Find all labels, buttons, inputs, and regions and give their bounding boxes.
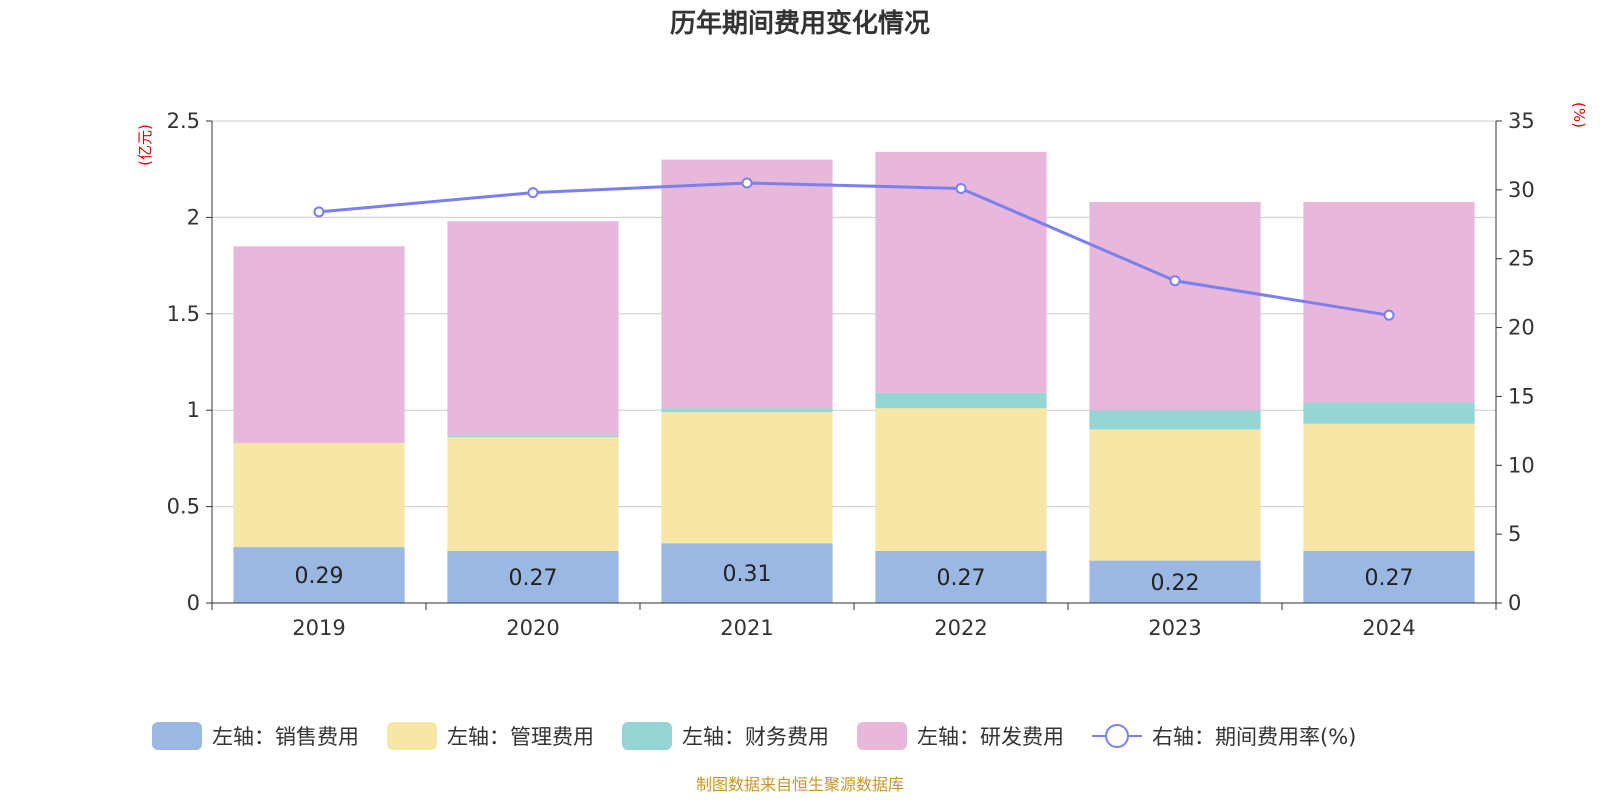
data-label: 0.29 xyxy=(295,564,344,589)
legend-label: 左轴：管理费用 xyxy=(447,725,594,749)
right-tick-label: 30 xyxy=(1508,178,1535,202)
rate-point xyxy=(527,187,539,199)
bar-segment xyxy=(661,408,833,413)
bar-segment xyxy=(1303,201,1475,403)
right-tick-label: 25 xyxy=(1508,247,1535,271)
right-tick-label: 0 xyxy=(1508,591,1521,615)
legend-swatch xyxy=(622,722,672,750)
bar-segment xyxy=(233,442,405,548)
rate-line xyxy=(318,181,1390,317)
right-tick-label: 5 xyxy=(1508,522,1521,546)
bar-segment xyxy=(1303,423,1475,551)
data-label: 0.27 xyxy=(1365,566,1414,591)
legend-swatch xyxy=(152,722,202,750)
x-tick-label: 2022 xyxy=(934,616,987,640)
rate-point xyxy=(313,206,325,218)
right-tick-label: 20 xyxy=(1508,316,1535,340)
bar-segment xyxy=(447,221,619,436)
right-tick-label: 10 xyxy=(1508,453,1535,477)
x-tick-label: 2021 xyxy=(720,616,773,640)
axes: 0 0.5 1 1.5 2 2.5 0 5 10 15 20 25 30 35 2019 2020 2021 20… xyxy=(167,109,1535,640)
chart-title: 历年期间费用变化情况 xyxy=(670,8,930,39)
bar-segment xyxy=(1089,410,1261,430)
bar-segment xyxy=(1089,560,1261,603)
data-label: 0.27 xyxy=(937,566,986,591)
left-tick-label: 2 xyxy=(187,205,200,229)
left-tick-label: 1.5 xyxy=(167,302,200,326)
x-tick-label: 2024 xyxy=(1362,616,1415,640)
bar-segment xyxy=(1089,201,1261,411)
bar-segment xyxy=(233,246,405,443)
bar-segment xyxy=(661,159,833,409)
right-tick-label: 15 xyxy=(1508,384,1535,408)
bar-segment xyxy=(447,435,619,438)
data-label: 0.27 xyxy=(509,566,558,591)
rate-point xyxy=(741,177,753,189)
right-tick-label: 35 xyxy=(1508,109,1535,133)
rate-point xyxy=(1169,275,1181,287)
legend-marker xyxy=(1105,724,1129,748)
bar-segment xyxy=(447,550,619,603)
legend-label: 左轴：销售费用 xyxy=(212,725,359,749)
x-tick-label: 2020 xyxy=(506,616,559,640)
bar-segment xyxy=(875,550,1047,603)
x-tick-label: 2023 xyxy=(1148,616,1201,640)
bar-series xyxy=(233,151,1475,603)
bar-segment xyxy=(447,437,619,551)
legend-swatch xyxy=(387,722,437,750)
line-series xyxy=(313,177,1395,321)
bar-segment xyxy=(1303,550,1475,603)
bar-segment xyxy=(661,543,833,603)
left-tick-label: 0.5 xyxy=(167,495,200,519)
gridlines xyxy=(212,120,1496,508)
data-labels: 0.29 0.27 0.31 0.27 0.22 0.27 xyxy=(295,562,1414,596)
bar-segment xyxy=(1303,402,1475,424)
rate-point xyxy=(955,182,967,194)
left-tick-label: 0 xyxy=(187,591,200,615)
bar-segment xyxy=(233,547,405,603)
right-axis-unit: (%) xyxy=(1570,102,1588,128)
bar-segment xyxy=(661,412,833,544)
left-tick-label: 1 xyxy=(187,398,200,422)
data-label: 0.31 xyxy=(723,562,772,587)
legend-label: 左轴：研发费用 xyxy=(917,725,1064,749)
legend-label: 右轴：期间费用率(%) xyxy=(1152,725,1356,749)
bar-segment xyxy=(1089,429,1261,561)
legend-swatch xyxy=(857,722,907,750)
data-label: 0.22 xyxy=(1151,571,1200,596)
left-tick-label: 2.5 xyxy=(167,109,200,133)
rate-point xyxy=(1383,309,1395,321)
legend-label: 左轴：财务费用 xyxy=(682,725,829,749)
left-axis-unit: (亿元) xyxy=(136,124,154,166)
bar-segment xyxy=(875,392,1047,409)
source-note: 制图数据来自恒生聚源数据库 xyxy=(696,775,904,794)
legend: 左轴：销售费用 左轴：管理费用 左轴：财务费用 左轴：研发费用 右轴：期间费用率(%) xyxy=(152,722,1356,750)
x-tick-label: 2019 xyxy=(292,616,345,640)
bar-segment xyxy=(875,408,1047,551)
